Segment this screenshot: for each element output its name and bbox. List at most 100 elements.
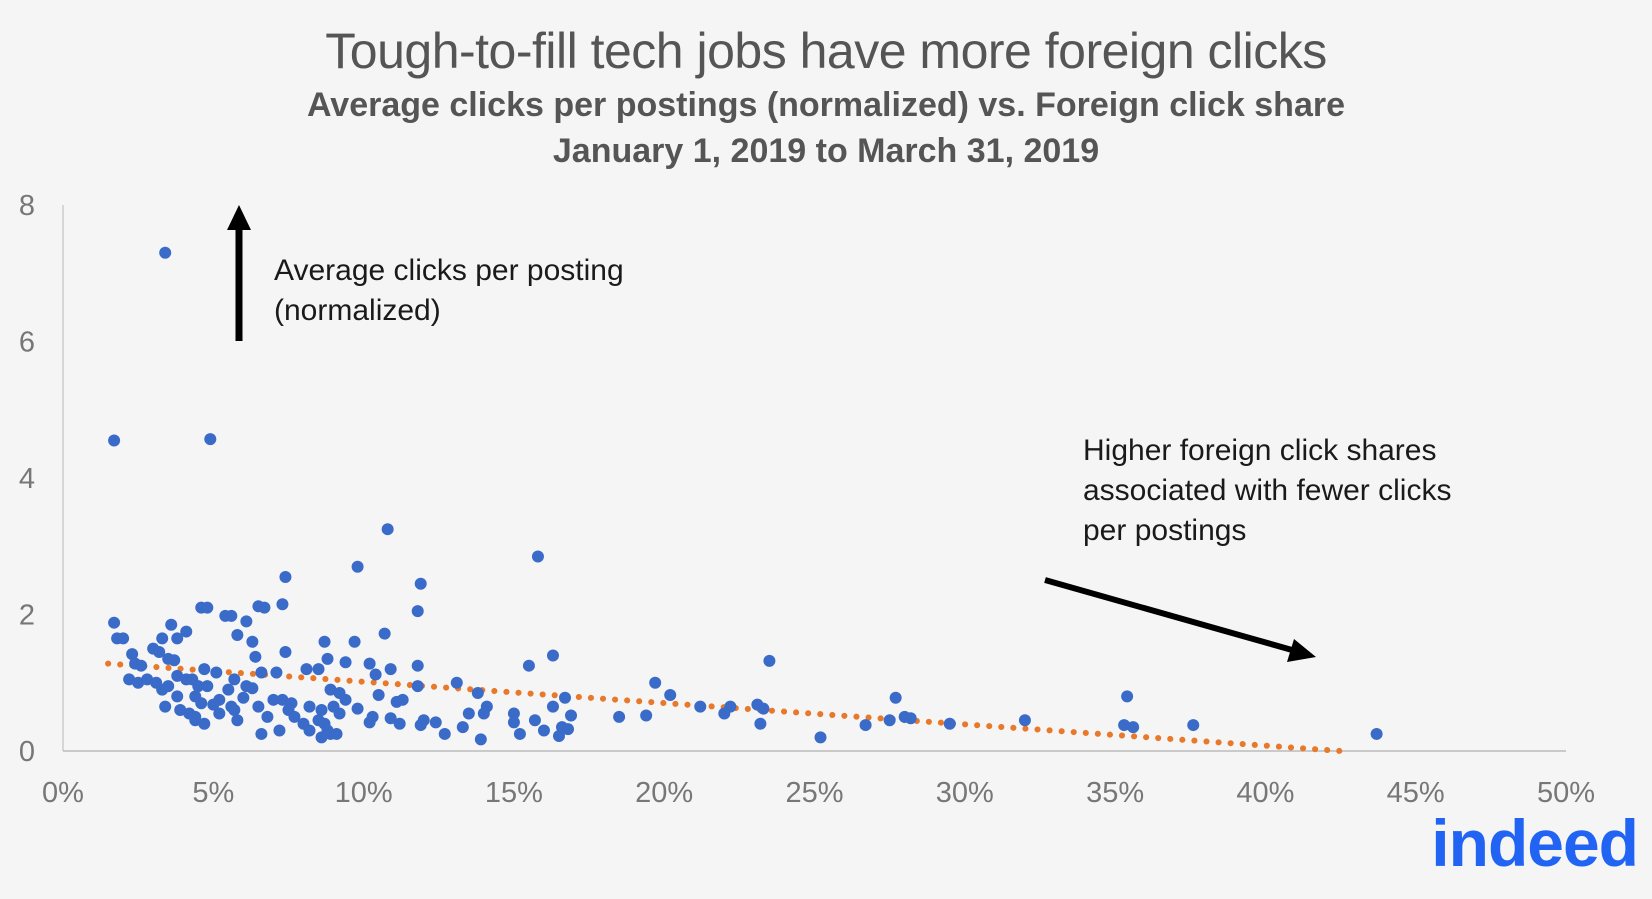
data-point (126, 648, 139, 661)
data-point (240, 615, 253, 628)
up-arrow-label-line-2: (normalized) (274, 294, 441, 327)
data-point (372, 689, 385, 702)
data-point (381, 523, 394, 536)
data-point (883, 714, 896, 727)
up-arrow-head (227, 205, 251, 230)
data-point (513, 727, 526, 740)
data-point (943, 717, 956, 730)
data-point (477, 707, 490, 720)
data-point (267, 693, 280, 706)
data-point (339, 656, 352, 669)
data-point (171, 690, 184, 703)
data-point (694, 700, 707, 713)
x-tick-labels: 0% 5% 10% 15% 20% 25% 30% 35% 40% 45% 50% (42, 777, 1595, 809)
x-tick-label: 0% (42, 777, 84, 809)
data-point (552, 729, 565, 742)
data-point (207, 698, 220, 711)
data-point (195, 697, 208, 710)
data-point (252, 700, 265, 713)
trendline-path (105, 660, 1344, 754)
data-point (246, 635, 259, 648)
data-point (330, 727, 343, 740)
data-point (522, 659, 535, 672)
data-point (456, 721, 469, 734)
data-point (135, 659, 148, 672)
data-point (649, 676, 662, 689)
data-point (171, 632, 184, 645)
data-point (174, 704, 187, 717)
data-point (303, 700, 316, 713)
data-point (276, 693, 289, 706)
data-point (108, 434, 121, 447)
data-point (339, 693, 352, 706)
data-point (156, 632, 169, 645)
x-tick-label: 15% (485, 777, 543, 809)
data-point (288, 710, 301, 723)
data-point (351, 560, 364, 573)
y-tick-label: 0 (19, 736, 35, 768)
data-point (213, 707, 226, 720)
data-point (222, 683, 235, 696)
data-point (303, 724, 316, 737)
data-point (228, 704, 241, 717)
data-point (321, 652, 334, 665)
trendline (105, 660, 1344, 754)
data-point (429, 716, 442, 729)
data-point (201, 601, 214, 614)
data-point (198, 717, 211, 730)
data-point (324, 683, 337, 696)
data-point (156, 683, 169, 696)
y-tick-labels: 0 2 4 6 8 (19, 190, 35, 768)
data-point (565, 709, 578, 722)
data-point (384, 712, 397, 725)
data-point (393, 717, 406, 730)
data-point (315, 704, 328, 717)
data-point (363, 716, 376, 729)
data-point (757, 702, 770, 715)
data-point (559, 691, 572, 704)
data-point (1370, 727, 1383, 740)
chart-subtitle-line-2: January 1, 2019 to March 31, 2019 (552, 132, 1100, 170)
data-point (279, 646, 292, 659)
data-point (258, 601, 271, 614)
x-tick-label: 25% (785, 777, 843, 809)
data-point (889, 691, 902, 704)
data-point (192, 680, 205, 693)
data-point (438, 727, 451, 740)
data-point (384, 663, 397, 676)
chart-title: Tough-to-fill tech jobs have more foreig… (325, 23, 1327, 79)
data-point (231, 714, 244, 727)
data-point (471, 686, 484, 699)
up-arrow-label-line-1: Average clicks per posting (274, 254, 624, 287)
data-point (231, 628, 244, 641)
data-point (123, 673, 136, 686)
data-point (531, 550, 544, 563)
down-arrow-label-line-3: per postings (1083, 514, 1246, 547)
data-point (210, 666, 223, 679)
data-point (198, 663, 211, 676)
down-arrow-label-line-2: associated with fewer clicks (1083, 474, 1451, 507)
data-point (315, 731, 328, 744)
data-point (318, 635, 331, 648)
data-point (462, 707, 475, 720)
data-point (474, 733, 487, 746)
chart-subtitle-line-1: Average clicks per postings (normalized)… (307, 86, 1345, 124)
data-point (168, 654, 181, 667)
data-point (165, 618, 178, 631)
data-point (450, 676, 463, 689)
data-point (411, 605, 424, 618)
down-arrow-head (1287, 639, 1316, 662)
y-tick-label: 4 (19, 463, 35, 495)
data-point (189, 714, 202, 727)
data-point (171, 669, 184, 682)
data-point (1127, 721, 1140, 734)
data-point (1121, 690, 1134, 703)
data-point (414, 719, 427, 732)
data-point (396, 693, 409, 706)
data-point (300, 663, 313, 676)
data-point (273, 724, 286, 737)
x-tick-label: 5% (192, 777, 234, 809)
data-point (1118, 719, 1131, 732)
data-point (312, 663, 325, 676)
